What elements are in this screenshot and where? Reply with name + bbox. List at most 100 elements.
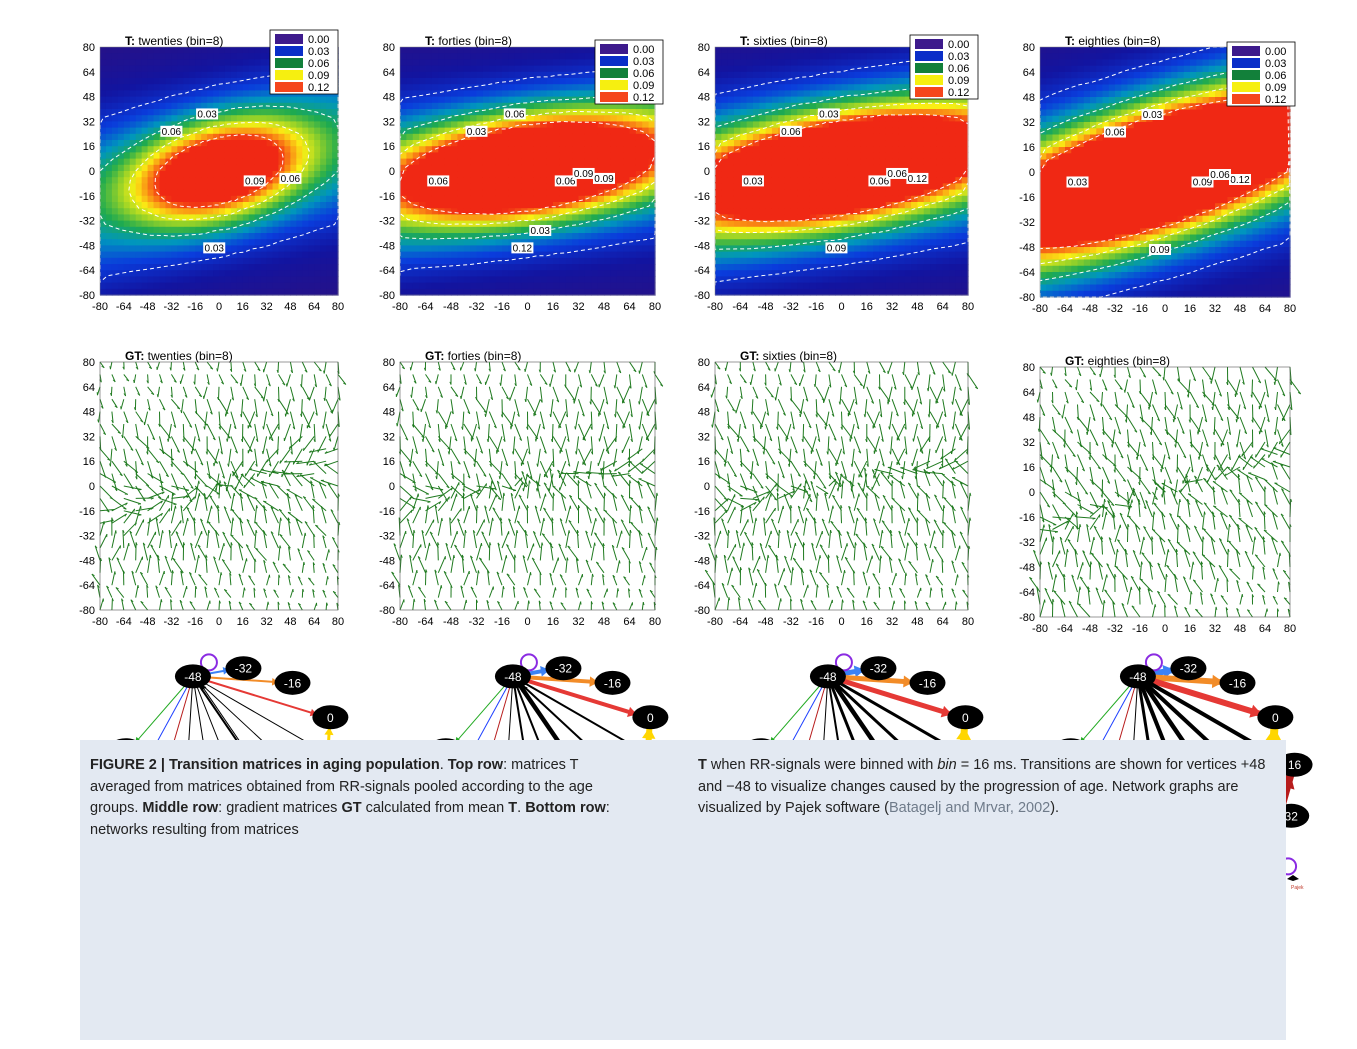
legend-swatch [915, 63, 943, 73]
y-tick-label: 0 [89, 481, 95, 493]
caption-text: = 16 ms. Transitions are shown for verti… [698, 757, 1266, 816]
contour-label: 0.06 [1210, 170, 1230, 181]
y-tick-label: 0 [389, 166, 395, 178]
x-tick-label: -16 [1132, 623, 1148, 635]
x-tick-label: 0 [1162, 623, 1168, 635]
x-tick-label: 0 [216, 616, 222, 628]
contour-line [154, 134, 284, 208]
contour-line [99, 105, 339, 237]
x-tick-label: 48 [911, 616, 923, 628]
x-tick-label: -32 [163, 301, 179, 313]
x-tick-label: -32 [163, 616, 179, 628]
panel-title: GT: eighties (bin=8) [1065, 354, 1170, 368]
y-tick-label: -16 [379, 506, 395, 518]
node-label: -16 [284, 676, 302, 690]
x-tick-label: 32 [260, 301, 272, 313]
node-label: -48 [819, 670, 837, 684]
x-tick-label: 48 [598, 616, 610, 628]
reference-link[interactable]: Batagelj and Mrvar, 2002 [889, 800, 1051, 816]
contour-label: 0.06 [1105, 128, 1125, 139]
caption-fragment: GT [341, 800, 362, 816]
node-label: -48 [184, 670, 202, 684]
contour-label: 0.09 [245, 176, 265, 187]
y-tick-label: 80 [83, 357, 95, 369]
legend-label: 0.03 [633, 56, 654, 68]
x-tick-label: 48 [598, 301, 610, 313]
contour-label: 0.12 [908, 174, 928, 185]
y-tick-label: -80 [694, 290, 710, 302]
x-tick-label: 0 [838, 616, 844, 628]
x-tick-label: -48 [140, 616, 156, 628]
gradient-twenties: -80 -80 -64 -64 -48 -48 -32 -32 -16 -16 0 0 16 16 32 32… [40, 345, 347, 635]
y-tick-label: 32 [698, 116, 710, 128]
y-tick-label: -16 [1019, 512, 1035, 524]
contour-label: 0.03 [1068, 178, 1088, 189]
gradient-arrows [1029, 366, 1302, 618]
y-tick-label: 32 [83, 431, 95, 443]
panel-title: GT: sixties (bin=8) [740, 349, 837, 363]
x-tick-label: -16 [808, 301, 824, 313]
contour-label: 0.06 [887, 169, 907, 180]
heatmap-cells [715, 47, 969, 296]
contour-label: 0.03 [1143, 110, 1163, 121]
y-tick-label: -64 [79, 265, 95, 277]
y-tick-label: -32 [79, 531, 95, 543]
caption-text: ). [1050, 800, 1060, 816]
y-tick-label: -80 [379, 290, 395, 302]
x-tick-label: -80 [392, 301, 408, 313]
contour-label: 0.03 [531, 226, 551, 237]
y-tick-label: 32 [1023, 117, 1035, 129]
pajek-logo: Pajek [1291, 885, 1304, 891]
x-tick-label: 48 [911, 301, 923, 313]
x-tick-label: 0 [838, 301, 844, 313]
network-node [1170, 656, 1207, 681]
contour-line [714, 102, 969, 234]
caption-t: T [698, 757, 707, 773]
x-tick-label: 64 [623, 301, 635, 313]
y-tick-label: 32 [698, 431, 710, 443]
panel-title: GT: forties (bin=8) [425, 349, 521, 363]
legend-swatch [275, 46, 303, 56]
y-tick-label: -32 [379, 531, 395, 543]
y-tick-label: -64 [1019, 587, 1035, 599]
y-tick-label: 64 [1023, 67, 1035, 79]
contour-label: 0.06 [781, 127, 801, 138]
x-tick-label: -32 [1107, 623, 1123, 635]
y-tick-label: 64 [698, 382, 710, 394]
y-tick-label: -48 [694, 555, 710, 567]
y-tick-label: -64 [694, 265, 710, 277]
y-tick-label: -16 [694, 191, 710, 203]
y-tick-label: -16 [79, 506, 95, 518]
self-loop [1144, 653, 1163, 672]
caption-left-column: FIGURE 2 | Transition matrices in aging … [90, 755, 618, 841]
x-tick-label: 64 [937, 616, 949, 628]
x-tick-label: 16 [861, 616, 873, 628]
x-tick-label: 32 [572, 616, 584, 628]
x-tick-label: 80 [332, 301, 344, 313]
caption-fragment: Bottom row [525, 800, 606, 816]
x-tick-label: 32 [1209, 303, 1221, 315]
legend-swatch [600, 68, 628, 78]
x-tick-label: -48 [140, 301, 156, 313]
legend-label: 0.12 [948, 87, 969, 99]
y-tick-label: 0 [704, 166, 710, 178]
x-tick-label: -32 [783, 301, 799, 313]
network-node [494, 664, 531, 689]
y-tick-label: -48 [1019, 562, 1035, 574]
y-tick-label: -48 [1019, 242, 1035, 254]
x-tick-label: 16 [861, 301, 873, 313]
gradient-eighties: -80 -80 -64 -64 -48 -48 -32 -32 -16 -16 0 0 16 16 32 32… [995, 350, 1305, 645]
contour-line [714, 50, 969, 287]
x-tick-label: -32 [783, 616, 799, 628]
figure-caption: FIGURE 2 | Transition matrices in aging … [80, 740, 1286, 1040]
node-label: 0 [647, 711, 654, 725]
panel-title: T: eighties (bin=8) [1065, 34, 1161, 48]
x-tick-label: -80 [92, 616, 108, 628]
caption-fragment: : matrices T averaged from matrices obta… [90, 757, 593, 816]
x-tick-label: -64 [418, 301, 434, 313]
contour-label: 0.06 [429, 176, 449, 187]
panel-title: T: twenties (bin=8) [125, 34, 223, 48]
network-node [1257, 705, 1294, 730]
x-tick-label: 80 [962, 616, 974, 628]
contour-label: 0.03 [819, 109, 839, 120]
